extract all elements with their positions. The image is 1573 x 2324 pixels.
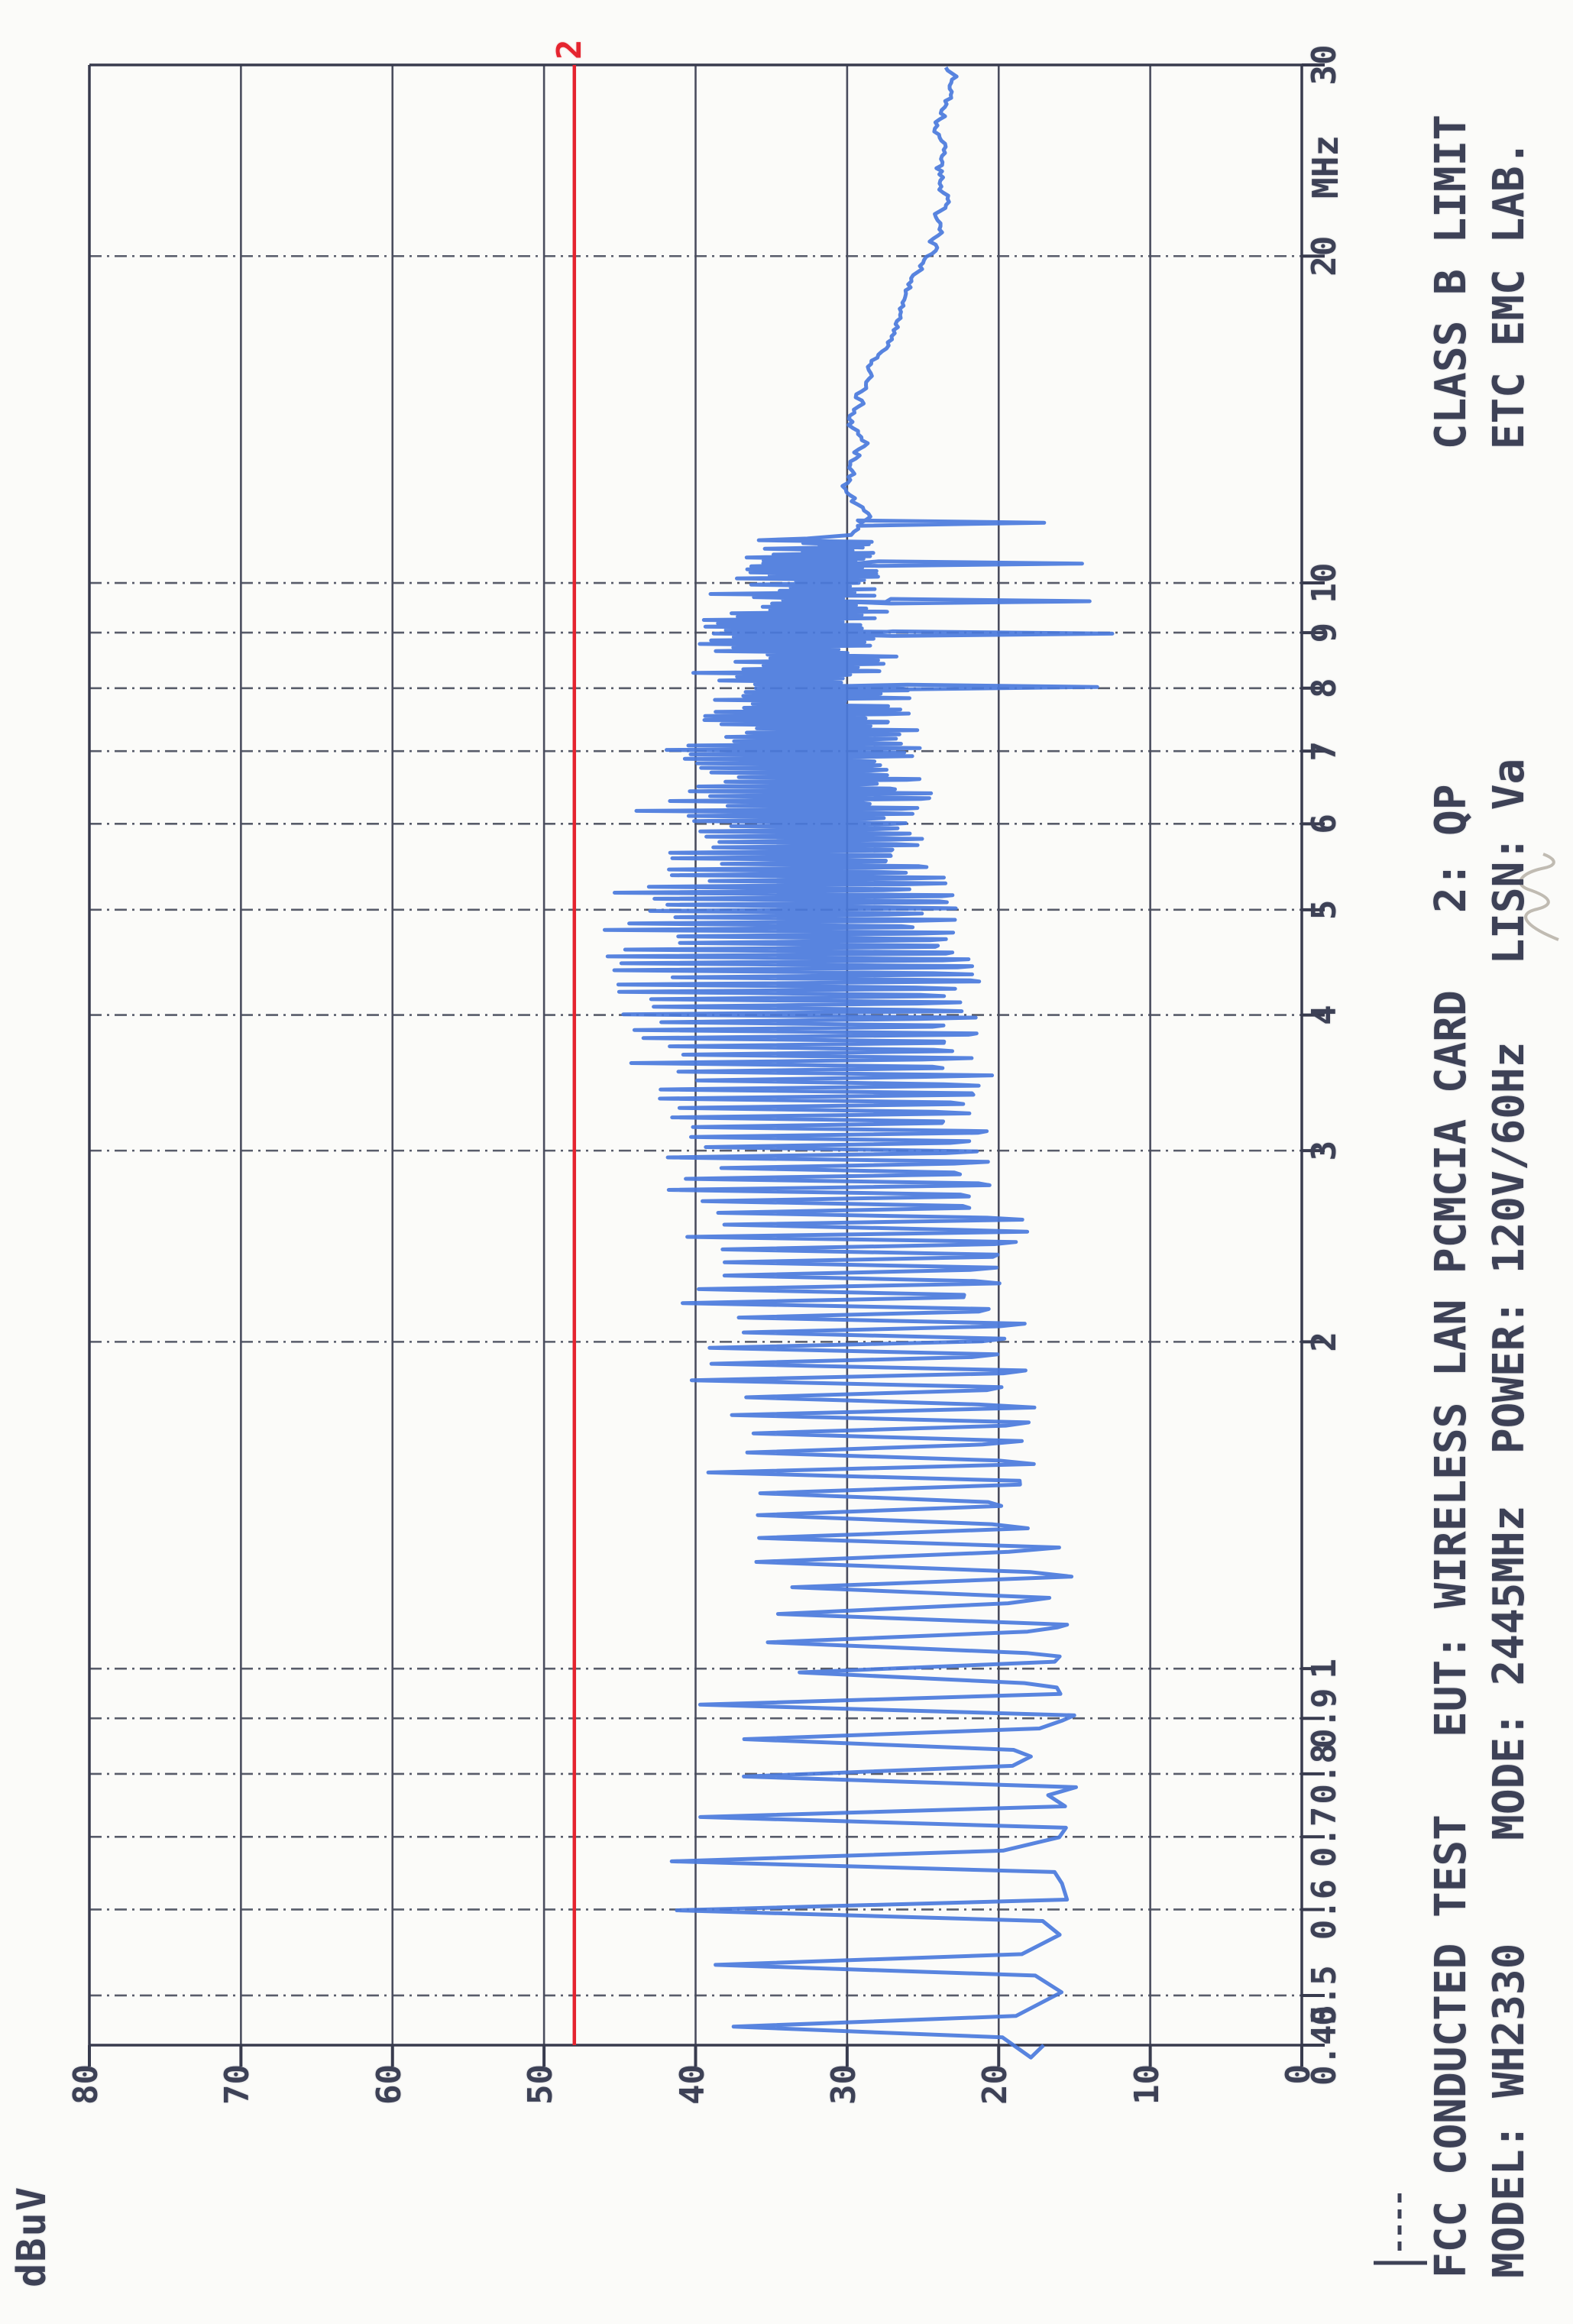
x-tick-label: 2 bbox=[1305, 1332, 1344, 1352]
footer-line-2: MODEL: WH2330 MODE: 2445MHz POWER: 120V/… bbox=[1484, 140, 1534, 2278]
x-tick-label: 1 bbox=[1305, 1658, 1344, 1679]
y-tick-label: 30 bbox=[824, 2064, 863, 2105]
plot-border bbox=[88, 63, 1303, 2047]
x-tick-label: 20 bbox=[1305, 235, 1344, 277]
x-tick-label: 3 bbox=[1305, 1140, 1344, 1161]
qp-trace bbox=[603, 66, 1115, 2060]
x-tick-label: 4 bbox=[1305, 1005, 1344, 1025]
y-tick-label: 60 bbox=[369, 2064, 409, 2105]
x-axis-unit-label: MHz bbox=[1305, 134, 1346, 199]
axis-ticks bbox=[88, 63, 1325, 2067]
y-axis-unit-label: dBuV bbox=[9, 2185, 55, 2287]
y-tick-label: 70 bbox=[218, 2064, 257, 2105]
legend-trace-mark bbox=[1374, 2193, 1427, 2265]
footer-line-1: FCC CONDUCTED TEST EUT: WIRELESS LAN PCM… bbox=[1426, 114, 1476, 2278]
handwritten-scribble-icon bbox=[1519, 853, 1559, 941]
y-tick-label: 10 bbox=[1127, 2064, 1167, 2105]
x-tick-label: 10 bbox=[1305, 562, 1344, 604]
y-tick-label: 40 bbox=[672, 2064, 712, 2105]
y-tick-label: 20 bbox=[976, 2064, 1015, 2105]
x-tick-label: 30 bbox=[1305, 44, 1344, 86]
y-tick-label: 50 bbox=[521, 2064, 561, 2105]
amplitude-gridlines bbox=[240, 65, 1151, 2045]
limit-line-number-label: 2 bbox=[550, 39, 589, 60]
qp-trace-path bbox=[603, 66, 1115, 2060]
y-tick-label: 80 bbox=[66, 2064, 105, 2105]
